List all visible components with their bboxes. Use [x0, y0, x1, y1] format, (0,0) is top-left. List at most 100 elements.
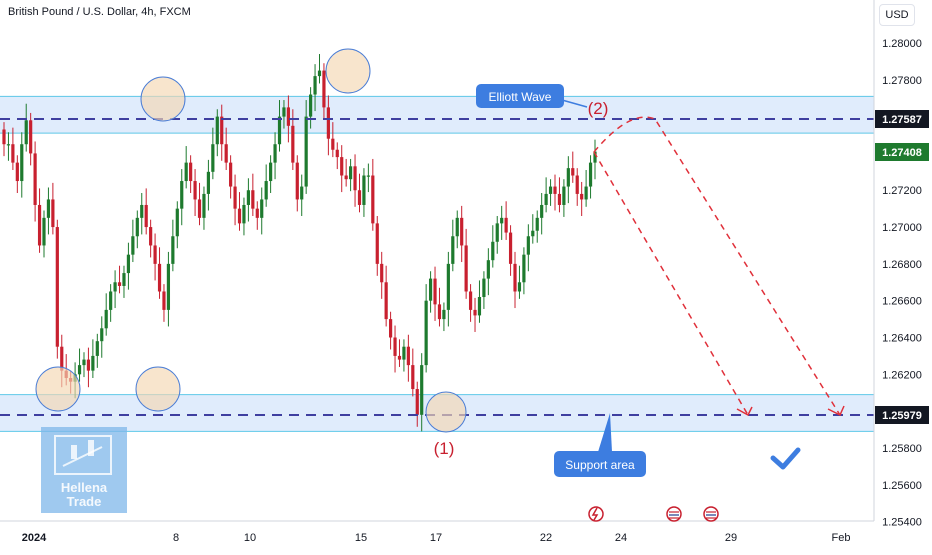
candle-body: [300, 186, 304, 200]
candle-body: [171, 236, 175, 264]
candle-body: [166, 263, 171, 310]
resistance-price-tag: 1.27587: [875, 110, 929, 128]
candle-body: [42, 217, 46, 246]
candle-body: [406, 346, 410, 366]
candle-body: [224, 144, 228, 163]
candle-body: [593, 151, 597, 163]
candle-body: [255, 208, 259, 218]
candle-body: [451, 236, 455, 264]
candle-body: [11, 144, 15, 163]
candle-body: [313, 76, 317, 95]
currency-button[interactable]: USD: [879, 4, 915, 26]
wave-label-1: (1): [434, 439, 455, 458]
candle-body: [317, 70, 322, 77]
y-tick-label: 1.25600: [882, 480, 922, 492]
candle-body: [269, 162, 273, 182]
candle-body: [295, 162, 299, 200]
candle-body: [433, 278, 437, 305]
candle-body: [362, 175, 366, 205]
x-tick-label: 2024: [22, 532, 47, 544]
candle-body: [473, 309, 477, 316]
x-tick-label: 29: [725, 532, 737, 544]
candle-body: [229, 162, 233, 187]
forecast-arrow-head: [736, 406, 753, 417]
candle-body: [149, 227, 153, 246]
lightning-event-icon[interactable]: [588, 506, 604, 522]
candle-body: [535, 217, 539, 231]
candle-body: [60, 346, 64, 371]
candle-body: [246, 190, 250, 205]
candle-body: [553, 186, 557, 194]
levels-layer: [0, 118, 874, 416]
candle-body: [51, 199, 55, 228]
candle-body: [104, 309, 108, 329]
candle-body: [340, 157, 344, 176]
candle-body: [486, 260, 490, 279]
x-axis[interactable]: 2024 8 10 15 17 22 24 29 Feb: [22, 532, 851, 544]
candle-body: [331, 138, 335, 150]
candle-body: [175, 208, 179, 237]
elliott-wave-annotation[interactable]: Elliott Wave: [476, 84, 588, 108]
candle-body: [557, 193, 562, 205]
candle-body: [544, 193, 548, 205]
support-area-annotation[interactable]: Support area: [554, 413, 646, 477]
candle-body: [273, 144, 277, 163]
candle-body: [584, 186, 588, 200]
candle-body: [588, 162, 593, 187]
candle-body: [304, 116, 308, 187]
candle-body: [162, 291, 166, 310]
annotation-pointer: [561, 99, 588, 108]
y-axis[interactable]: 1.25400 1.25600 1.25800 1.26200 1.26400 1.266…: [882, 38, 922, 529]
y-tick-label: 1.26600: [882, 296, 922, 308]
annotation-pointer: [598, 413, 612, 452]
y-tick-label: 1.25400: [882, 517, 922, 529]
elliott-wave-box: [476, 84, 564, 108]
y-tick-label: 1.26800: [882, 259, 922, 271]
candle-body: [442, 309, 446, 320]
candle-body: [135, 217, 139, 237]
candle-body: [335, 149, 339, 158]
candle-body: [540, 204, 544, 218]
candle-body: [575, 175, 579, 194]
swing-circle-marker: [35, 366, 81, 412]
candle-body: [437, 304, 442, 320]
support-price-label: 1.25979: [882, 410, 922, 422]
forecast-path-upper: [593, 116, 841, 416]
forecast-layer: [593, 116, 845, 417]
watermark-line1: Hellena: [61, 480, 108, 495]
last-price-label: 1.27408: [882, 147, 922, 159]
us-flag-event-icon[interactable]: [666, 506, 682, 522]
y-tick-label: 1.26400: [882, 333, 922, 345]
y-tick-label: 1.27200: [882, 185, 922, 197]
candle-body: [349, 166, 353, 180]
support-area-label: Support area: [565, 458, 635, 472]
candle-body: [86, 359, 91, 371]
hellena-trade-logo: Hellena Trade: [41, 427, 127, 513]
candle-body: [393, 337, 397, 356]
candle-body: [571, 168, 575, 176]
candle-body: [220, 116, 224, 145]
candle-body: [326, 107, 330, 139]
candle-body: [491, 241, 495, 261]
candle-body: [522, 254, 526, 283]
last-price-tag: 1.27408: [875, 143, 929, 161]
candle-body: [580, 193, 584, 200]
candle-body: [420, 365, 424, 415]
candle-body: [122, 273, 126, 286]
resistance-price-label: 1.27587: [882, 114, 922, 126]
candle-body: [380, 263, 384, 283]
watermark-line2: Trade: [67, 494, 102, 509]
candle-body: [206, 171, 211, 194]
candle-body: [531, 230, 535, 237]
swing-circle-marker: [325, 48, 371, 94]
y-tick-label: 1.28000: [882, 38, 922, 50]
candle-body: [153, 245, 157, 264]
candle-body: [526, 236, 530, 255]
us-flag-event-icon[interactable]: [703, 506, 719, 522]
candle-body: [100, 328, 104, 342]
candle-body: [455, 217, 459, 237]
candle-body: [251, 190, 255, 209]
candle-body: [157, 263, 162, 292]
